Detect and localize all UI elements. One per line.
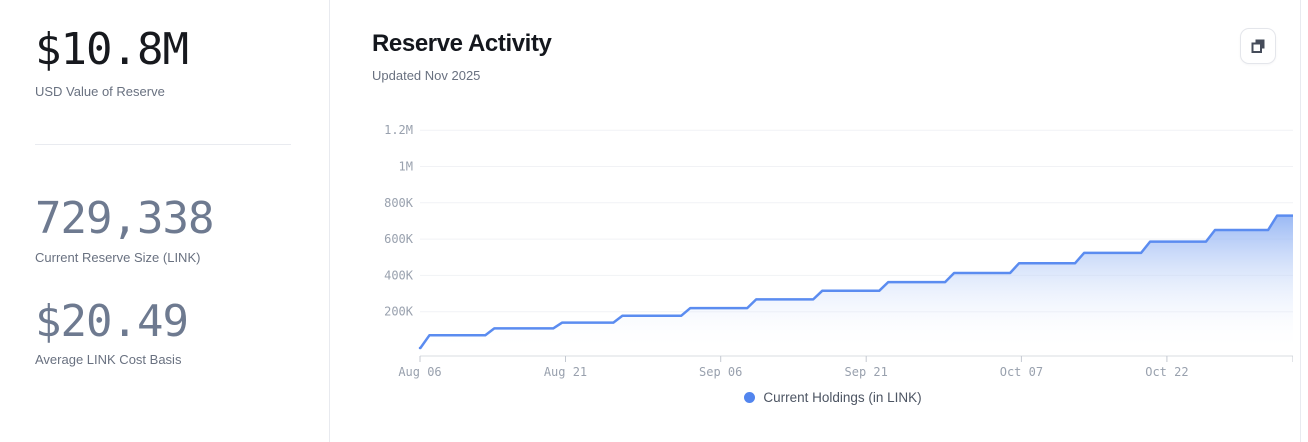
svg-text:Sep 21: Sep 21 — [845, 365, 888, 379]
svg-text:800K: 800K — [384, 196, 414, 210]
y-axis-labels: 200K 400K 600K 800K 1M 1.2M — [384, 123, 414, 319]
svg-text:200K: 200K — [384, 305, 414, 319]
holdings-line — [418, 214, 1293, 350]
panel-divider-left — [329, 0, 330, 442]
stats-divider — [35, 144, 291, 145]
svg-text:Sep 06: Sep 06 — [699, 365, 742, 379]
stat-usd-value-label: USD Value of Reserve — [35, 84, 165, 99]
stat-cost-basis-label: Average LINK Cost Basis — [35, 352, 182, 367]
legend-item-current-holdings[interactable]: Current Holdings (in LINK) — [373, 388, 1293, 406]
panel-divider-right — [1300, 0, 1301, 442]
chart-plot[interactable]: 200K 400K 600K 800K 1M 1.2M Aug 06 Aug 21 Sep 06… — [373, 105, 1293, 385]
svg-text:1.2M: 1.2M — [384, 123, 413, 137]
reserve-activity-chart[interactable]: 200K 400K 600K 800K 1M 1.2M Aug 06 Aug 21 Sep 06… — [373, 105, 1293, 385]
stat-reserve-size-label: Current Reserve Size (LINK) — [35, 250, 201, 265]
svg-text:Aug 21: Aug 21 — [544, 365, 587, 379]
legend-label: Current Holdings (in LINK) — [763, 389, 922, 405]
holdings-area — [420, 215, 1293, 348]
svg-text:600K: 600K — [384, 232, 414, 246]
legend-dot-icon — [744, 391, 756, 403]
stats-panel: $10.8M USD Value of Reserve 729,338 Curr… — [0, 0, 329, 442]
stat-usd-value: $10.8M — [35, 24, 189, 75]
x-axis: Aug 06 Aug 21 Sep 06 Sep 21 Oct 07 Oct 22 — [398, 355, 1293, 379]
svg-text:Oct 22: Oct 22 — [1145, 365, 1188, 379]
stat-cost-basis: $20.49 — [35, 296, 189, 347]
svg-text:Aug 06: Aug 06 — [398, 365, 441, 379]
svg-text:400K: 400K — [384, 268, 414, 282]
copy-icon — [1250, 38, 1266, 54]
stat-reserve-size: 729,338 — [35, 193, 214, 244]
svg-text:1M: 1M — [399, 160, 413, 174]
updated-timestamp: Updated Nov 2025 — [372, 68, 481, 83]
copy-button[interactable] — [1240, 28, 1276, 64]
page-title: Reserve Activity — [372, 30, 552, 57]
svg-text:Oct 07: Oct 07 — [1000, 365, 1043, 379]
